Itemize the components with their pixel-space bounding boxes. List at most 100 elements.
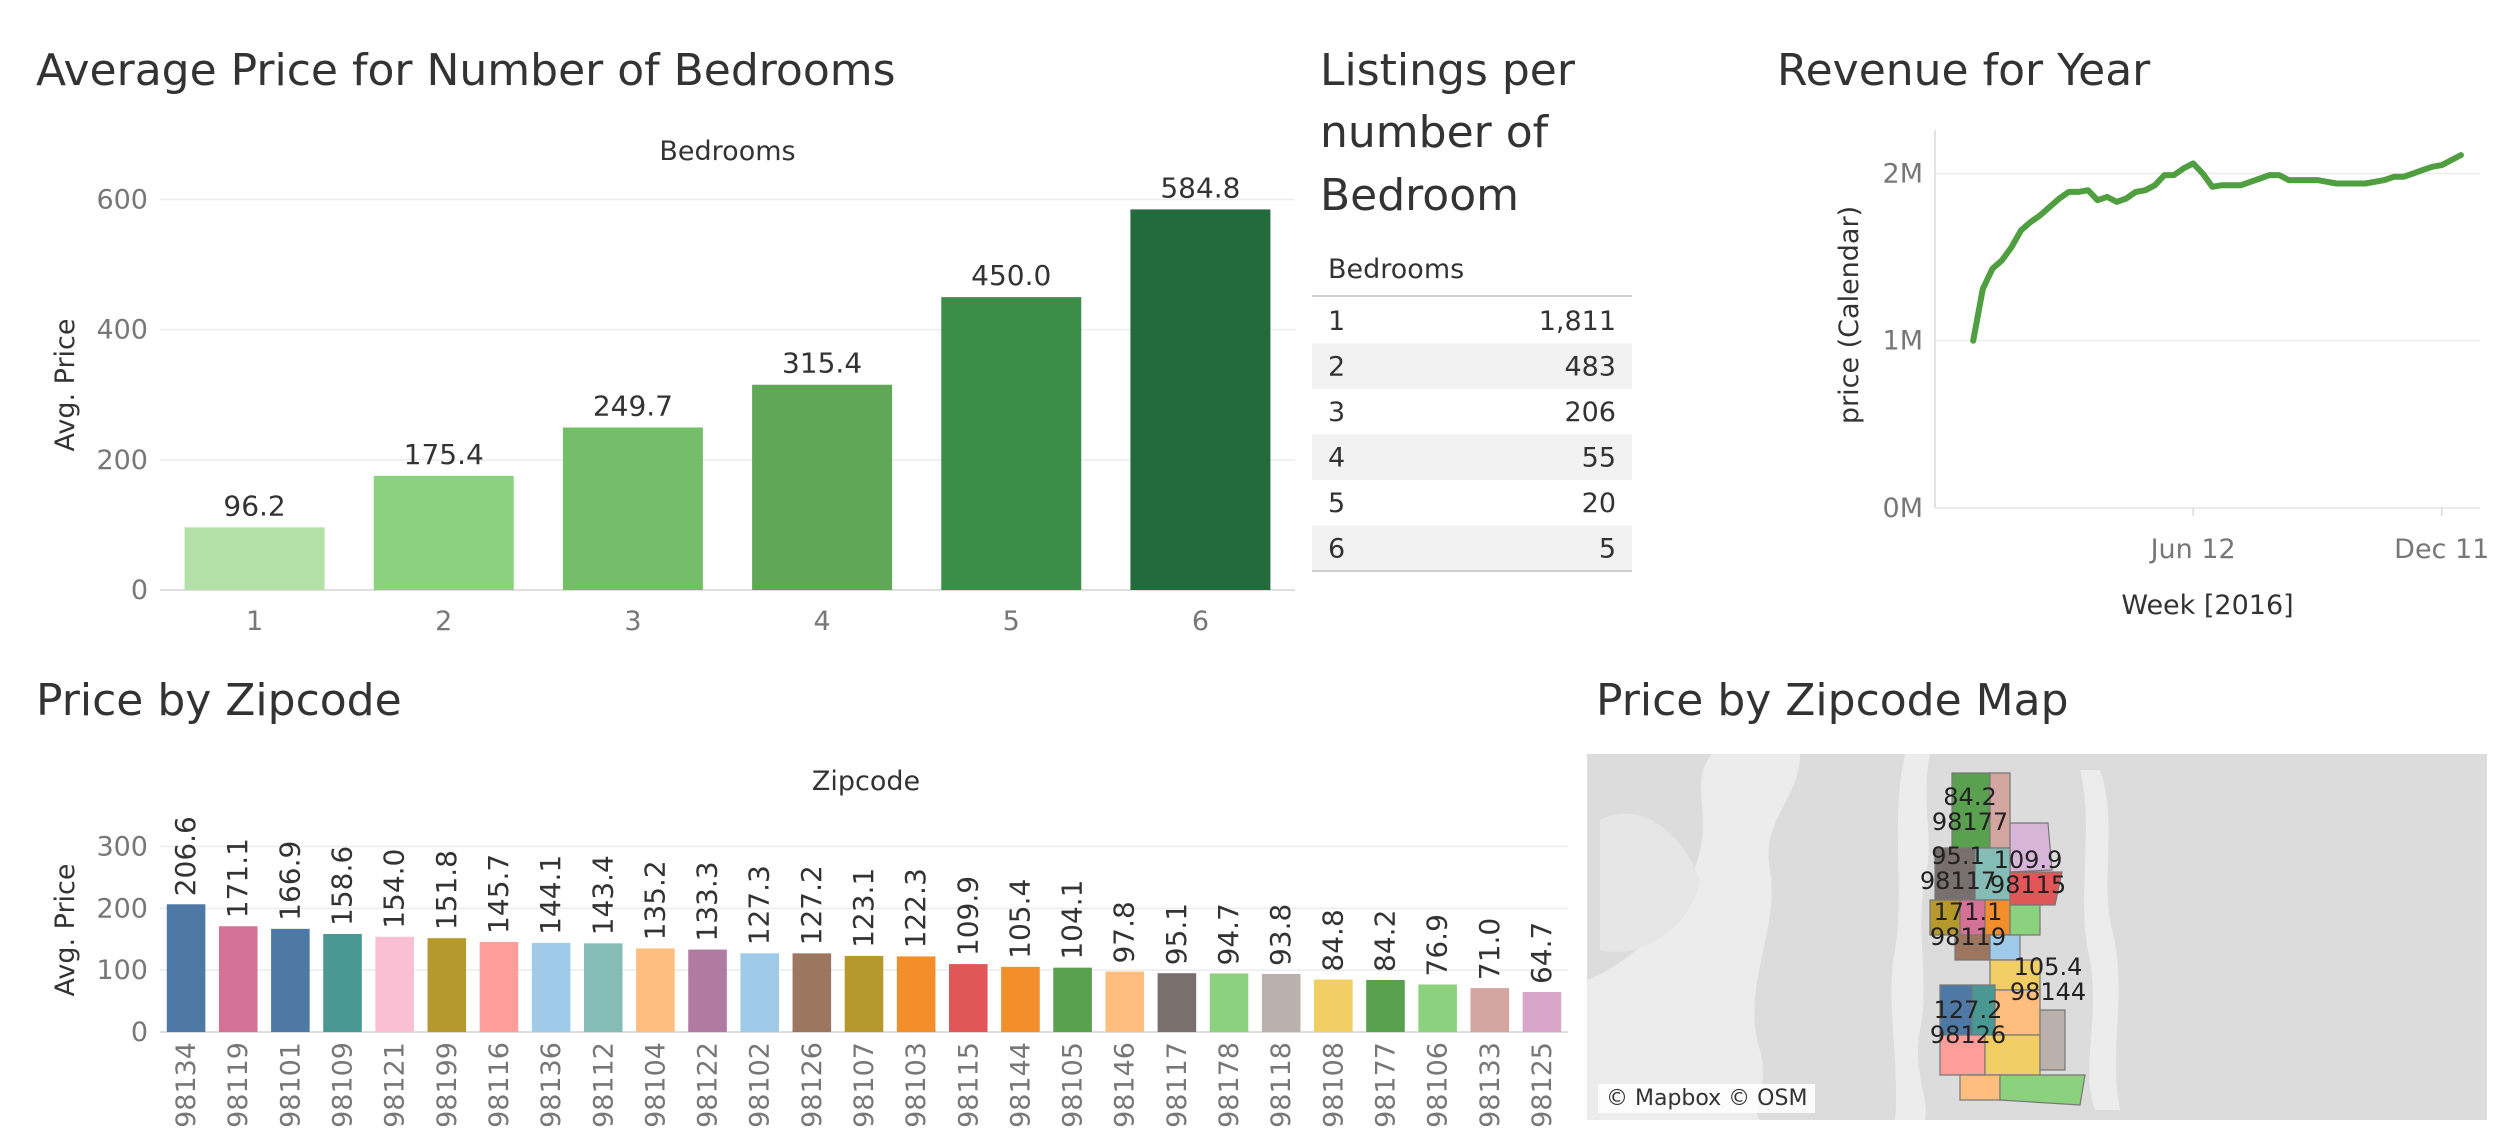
zip-bar	[1209, 973, 1249, 1032]
bedroom-bar	[184, 527, 325, 590]
zip-xtick-label: 98108	[1318, 1042, 1349, 1128]
zip-bar-value-label: 127.3	[743, 865, 776, 945]
zip-xtick-label: 98144	[1005, 1042, 1036, 1128]
bedroom-ytick-label: 600	[96, 185, 148, 216]
zip-bar-value-label: 143.4	[586, 855, 619, 935]
zip-xtick-label: 98125	[1527, 1042, 1558, 1128]
zip-bar-value-label: 133.3	[691, 861, 724, 941]
zip-xtick-label: 98103	[901, 1042, 932, 1128]
bedroom-xtick-label: 4	[813, 606, 830, 637]
map-price-label: 127.2	[1934, 996, 2003, 1024]
bedroom-xtick-label: 2	[435, 606, 452, 637]
listings-count-cell: 206	[1564, 397, 1616, 428]
zip-ytick-label: 300	[96, 832, 148, 863]
revenue-xtick-label: Dec 11	[2394, 534, 2489, 565]
zip-bar	[218, 926, 258, 1032]
listings-row-band	[1312, 525, 1632, 571]
listings-table-header: Bedrooms	[1328, 254, 1464, 285]
zip-xtick-label: 98116	[484, 1042, 515, 1128]
zip-xtick-label: 98102	[745, 1042, 776, 1128]
zip-bar-value-label: 166.9	[273, 841, 306, 921]
bedroom-chart-ylabel: Avg. Price	[50, 318, 81, 451]
listings-bedroom-cell: 4	[1328, 443, 1345, 474]
listings-row-band	[1312, 480, 1632, 526]
zip-bar-value-label: 145.7	[482, 854, 515, 934]
bedroom-bar-value-label: 584.8	[1160, 171, 1240, 204]
zip-bar	[427, 938, 467, 1032]
title-zip-price: Price by Zipcode	[36, 675, 402, 726]
zip-xtick-label: 98177	[1370, 1042, 1401, 1128]
map-zip-label: 98115	[1990, 871, 2066, 899]
revenue-xlabel: Week [2016]	[2121, 590, 2293, 621]
zip-bar	[844, 955, 884, 1032]
listings-count-cell: 20	[1582, 488, 1616, 519]
map-price-label: 109.9	[1994, 846, 2063, 874]
listings-count-cell: 483	[1564, 352, 1616, 383]
bedroom-ytick-label: 200	[96, 445, 148, 476]
zip-xtick-label: 98106	[1423, 1042, 1454, 1128]
zip-xtick-label: 98105	[1058, 1042, 1089, 1128]
zip-bar-value-label: 122.3	[899, 868, 932, 948]
zip-bar-value-label: 154.0	[378, 849, 411, 929]
bedroom-bar-value-label: 249.7	[593, 389, 673, 422]
bedroom-bar	[941, 297, 1082, 590]
zip-bar-value-label: 171.1	[221, 838, 254, 918]
zip-bar	[792, 953, 832, 1032]
map-zip-region	[1999, 1074, 2086, 1106]
bedroom-ytick-label: 400	[96, 315, 148, 346]
zip-xtick-label: 98119	[223, 1042, 254, 1128]
zip-xtick-label: 98133	[1475, 1042, 1506, 1128]
map-water-west	[1587, 754, 1800, 1120]
zip-xtick-label: 98126	[797, 1042, 828, 1128]
bedroom-chart-xheader: Bedrooms	[659, 136, 795, 167]
zip-bar	[1314, 979, 1353, 1032]
listings-row-band	[1312, 343, 1632, 389]
zip-chart-xheader: Zipcode	[812, 766, 920, 797]
zip-xtick-label: 98122	[693, 1042, 724, 1128]
map-zip-region	[2009, 871, 2063, 906]
listings-count-cell: 1,811	[1539, 306, 1616, 337]
map-zip-label: 98144	[2010, 978, 2086, 1006]
bedroom-xtick-label: 6	[1192, 606, 1209, 637]
zip-bar	[1366, 979, 1405, 1032]
listings-count-cell: 5	[1599, 534, 1616, 565]
zip-bar	[583, 943, 623, 1032]
bedroom-bar	[373, 475, 514, 590]
zip-bar	[1418, 984, 1457, 1032]
map-zip-region	[2009, 904, 2041, 936]
zip-bar-value-label: 71.0	[1473, 918, 1506, 980]
zip-xtick-label: 98112	[588, 1042, 619, 1128]
zip-xtick-label: 98178	[1214, 1042, 1245, 1128]
revenue-ytick-label: 1M	[1883, 326, 1923, 357]
map-zip-region	[2039, 1009, 2066, 1071]
zip-ytick-label: 0	[131, 1017, 148, 1048]
listings-row-band	[1312, 389, 1632, 435]
zip-xtick-label: 98121	[380, 1042, 411, 1128]
title-zip-map: Price by Zipcode Map	[1596, 675, 2069, 726]
title-revenue: Revenue for Year	[1777, 45, 2151, 96]
zip-bar-value-label: 84.8	[1316, 909, 1349, 971]
zip-bar-value-label: 104.1	[1056, 879, 1089, 959]
map-price-label: 171.1	[1934, 898, 2003, 926]
zip-bar-value-label: 95.1	[1160, 903, 1193, 965]
zip-bar	[740, 953, 779, 1032]
zip-bar	[949, 964, 988, 1032]
bedroom-bar	[562, 427, 703, 590]
revenue-ylabel: price (Calendar)	[1834, 206, 1865, 424]
bedroom-xtick-label: 1	[246, 606, 263, 637]
zip-bar-value-label: 84.2	[1368, 910, 1401, 972]
map-price-label: 105.4	[2014, 953, 2083, 981]
zip-bar	[1105, 971, 1145, 1032]
map-credit[interactable]: © Mapbox © OSM	[1598, 1084, 1816, 1113]
zip-bar	[479, 941, 519, 1032]
zip-ytick-label: 200	[96, 893, 148, 924]
zip-xtick-label: 98118	[1266, 1042, 1297, 1128]
zip-bar	[1522, 992, 1562, 1032]
listings-bedroom-cell: 1	[1328, 306, 1345, 337]
map-zip-label: 98119	[1930, 923, 2006, 951]
revenue-ytick-label: 0M	[1883, 493, 1923, 524]
map-lake-washington	[2080, 770, 2120, 1110]
zip-bar	[1053, 967, 1092, 1032]
